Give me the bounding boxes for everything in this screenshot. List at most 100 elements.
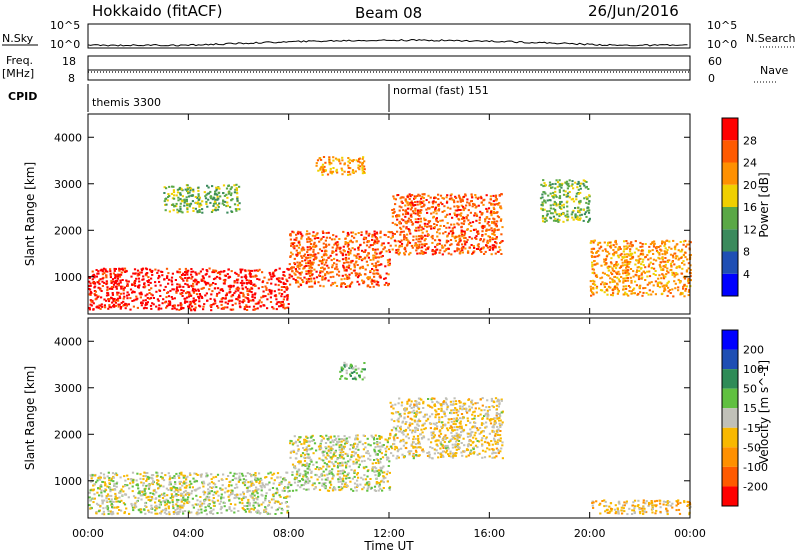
data-cell <box>355 458 358 461</box>
data-cell <box>147 495 150 498</box>
data-cell <box>170 487 174 490</box>
data-cell <box>95 275 98 278</box>
data-cell <box>115 482 118 485</box>
data-cell <box>468 202 471 205</box>
data-cell <box>383 277 386 280</box>
data-cell <box>303 265 306 268</box>
data-cell <box>261 483 264 486</box>
data-cell <box>173 475 176 478</box>
data-cell <box>270 291 273 294</box>
data-cell <box>252 508 255 511</box>
data-cell <box>410 221 413 223</box>
data-cell <box>344 286 348 288</box>
data-cell <box>183 480 186 483</box>
data-cell <box>230 484 233 487</box>
data-cell <box>321 270 324 273</box>
data-cell <box>177 474 181 477</box>
data-cell <box>495 236 498 239</box>
data-cell <box>165 487 168 490</box>
data-cell <box>186 188 189 191</box>
data-cell <box>323 482 326 485</box>
data-cell <box>397 249 400 252</box>
data-cell <box>237 479 240 482</box>
data-cell <box>611 289 614 291</box>
data-cell <box>185 200 188 203</box>
data-cell <box>182 279 185 282</box>
data-cell <box>354 272 357 275</box>
data-cell <box>228 481 231 484</box>
data-cell <box>670 265 673 268</box>
data-cell <box>103 272 106 275</box>
data-cell <box>305 265 308 267</box>
data-cell <box>233 507 236 510</box>
data-cell <box>388 259 391 262</box>
data-cell <box>96 296 99 299</box>
data-cell <box>422 205 425 208</box>
data-cell <box>379 236 382 239</box>
data-cell <box>328 158 331 161</box>
data-cell <box>625 245 628 248</box>
data-cell <box>336 246 339 249</box>
data-cell <box>231 198 234 201</box>
data-cell <box>100 296 103 299</box>
data-cell <box>682 287 685 290</box>
data-cell <box>305 488 308 491</box>
data-cell <box>467 223 471 226</box>
data-cell <box>201 287 204 290</box>
data-cell <box>339 470 342 472</box>
data-cell <box>104 269 107 272</box>
data-cell <box>311 447 314 450</box>
data-cell <box>373 466 376 469</box>
data-cell <box>320 249 324 252</box>
data-cell <box>242 482 245 485</box>
data-cell <box>244 475 247 478</box>
data-cell <box>657 256 660 259</box>
data-cell <box>497 250 500 253</box>
data-cell <box>246 293 249 296</box>
data-cell <box>111 301 114 304</box>
data-cell <box>207 186 210 189</box>
data-cell <box>407 241 410 244</box>
data-cell <box>237 273 240 276</box>
data-cell <box>452 199 456 202</box>
data-cell <box>300 454 303 457</box>
data-cell <box>253 269 256 272</box>
data-cell <box>663 244 666 247</box>
data-cell <box>498 194 501 196</box>
data-cell <box>181 510 184 513</box>
data-cell <box>378 275 381 278</box>
data-cell <box>495 203 498 206</box>
data-cell <box>92 308 95 311</box>
data-cell <box>431 205 434 208</box>
data-cell <box>638 260 641 263</box>
data-cell <box>637 292 640 295</box>
data-cell <box>453 226 456 229</box>
data-cell <box>491 248 495 251</box>
data-cell <box>492 233 495 236</box>
data-cell <box>97 477 100 479</box>
data-cell <box>178 308 181 311</box>
data-cell <box>213 200 217 203</box>
data-cell <box>114 473 117 476</box>
data-cell <box>297 241 300 244</box>
data-cell <box>337 243 340 246</box>
data-cell <box>642 291 645 294</box>
data-cell <box>110 479 113 482</box>
data-cell <box>475 205 478 208</box>
data-cell <box>219 500 222 503</box>
data-cell <box>190 268 193 270</box>
data-cell <box>495 225 498 228</box>
data-cell <box>293 257 296 260</box>
data-cell <box>610 293 613 296</box>
data-cell <box>221 300 224 303</box>
data-cell <box>347 243 350 246</box>
data-cell <box>688 243 691 246</box>
data-cell <box>328 256 331 259</box>
data-cell <box>337 478 340 481</box>
data-cell <box>89 294 92 296</box>
data-cell <box>598 247 601 250</box>
data-cell <box>178 188 181 191</box>
data-cell <box>560 212 563 215</box>
data-cell <box>149 297 152 300</box>
data-cell <box>499 206 502 209</box>
